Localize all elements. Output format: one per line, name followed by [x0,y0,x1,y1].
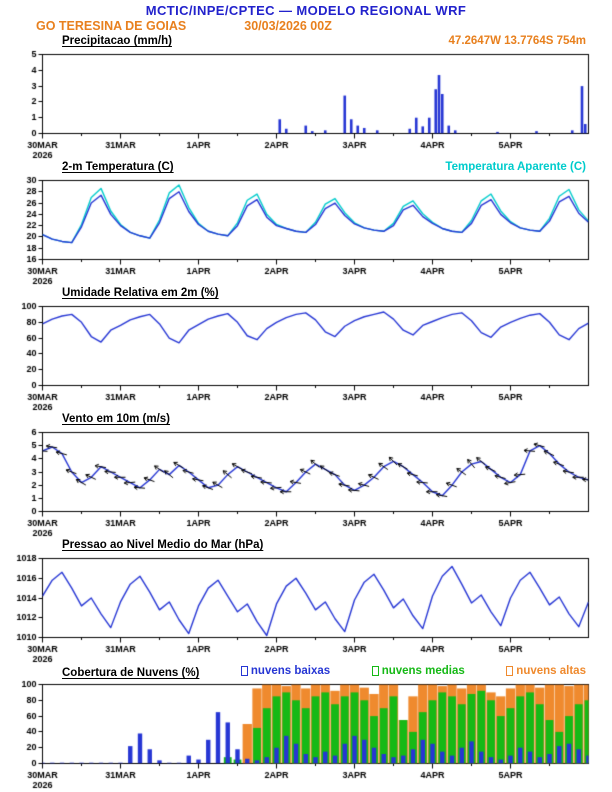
high-clouds-label: nuvens altas [516,665,586,677]
model-title: MCTIC/INPE/CPTEC — MODELO REGIONAL WRF [145,3,467,18]
station-name: GO TERESINA DE GOIAS [36,19,187,33]
page-header: MCTIC/INPE/CPTEC — MODELO REGIONAL WRF G… [0,0,612,34]
wind-head: Vento em 10m (m/s) [0,412,612,427]
low-clouds-swatch-icon [240,666,248,676]
relative-humidity-head: Umidade Relativa em 2m (%) [0,286,612,301]
relative-humidity-chart [0,301,612,412]
temperature-head: 2-m Temperatura (C) Temperatura Aparente… [0,160,612,175]
cloud-cover-chart [0,679,612,790]
precipitation-chart [0,49,612,160]
location-coordinates: 47.2647W 13.7764S 754m [448,35,586,47]
legend-high-clouds: nuvens altas [506,664,586,678]
panel-relative-humidity: Umidade Relativa em 2m (%) [0,286,612,412]
cloud-cover-head: Cobertura de Nuvens (%) nuvens baixas nu… [0,664,612,679]
precipitation-title: Precipitacao (mm/h) [62,35,172,47]
panel-cloud-cover: Cobertura de Nuvens (%) nuvens baixas nu… [0,664,612,790]
high-clouds-swatch-icon [506,666,514,676]
temperature-title: 2-m Temperatura (C) [62,161,174,173]
mid-clouds-swatch-icon [371,666,379,676]
mid-clouds-label: nuvens medias [381,665,465,677]
pressure-chart [0,553,612,664]
pressure-head: Pressao ao Nivel Medio do Mar (hPa) [0,538,612,553]
panel-pressure: Pressao ao Nivel Medio do Mar (hPa) [0,538,612,664]
pressure-title: Pressao ao Nivel Medio do Mar (hPa) [62,539,264,551]
panel-temperature: 2-m Temperatura (C) Temperatura Aparente… [0,160,612,286]
precipitation-head: Precipitacao (mm/h) 47.2647W 13.7764S 75… [0,34,612,49]
run-datetime: 30/03/2026 00Z [244,19,332,33]
low-clouds-label: nuvens baixas [250,665,331,677]
apparent-temperature-label: Temperatura Aparente (C) [445,161,586,173]
panel-precipitation: Precipitacao (mm/h) 47.2647W 13.7764S 75… [0,34,612,160]
wind-title: Vento em 10m (m/s) [62,413,171,425]
panel-wind: Vento em 10m (m/s) [0,412,612,538]
cloud-cover-title: Cobertura de Nuvens (%) [62,667,200,679]
legend-mid-clouds: nuvens medias [371,664,465,678]
relative-humidity-title: Umidade Relativa em 2m (%) [62,287,219,299]
header-subtitle: GO TERESINA DE GOIAS 30/03/2026 00Z [0,19,612,34]
legend-low-clouds: nuvens baixas [240,664,331,678]
wind-chart [0,427,612,538]
temperature-chart [0,175,612,286]
